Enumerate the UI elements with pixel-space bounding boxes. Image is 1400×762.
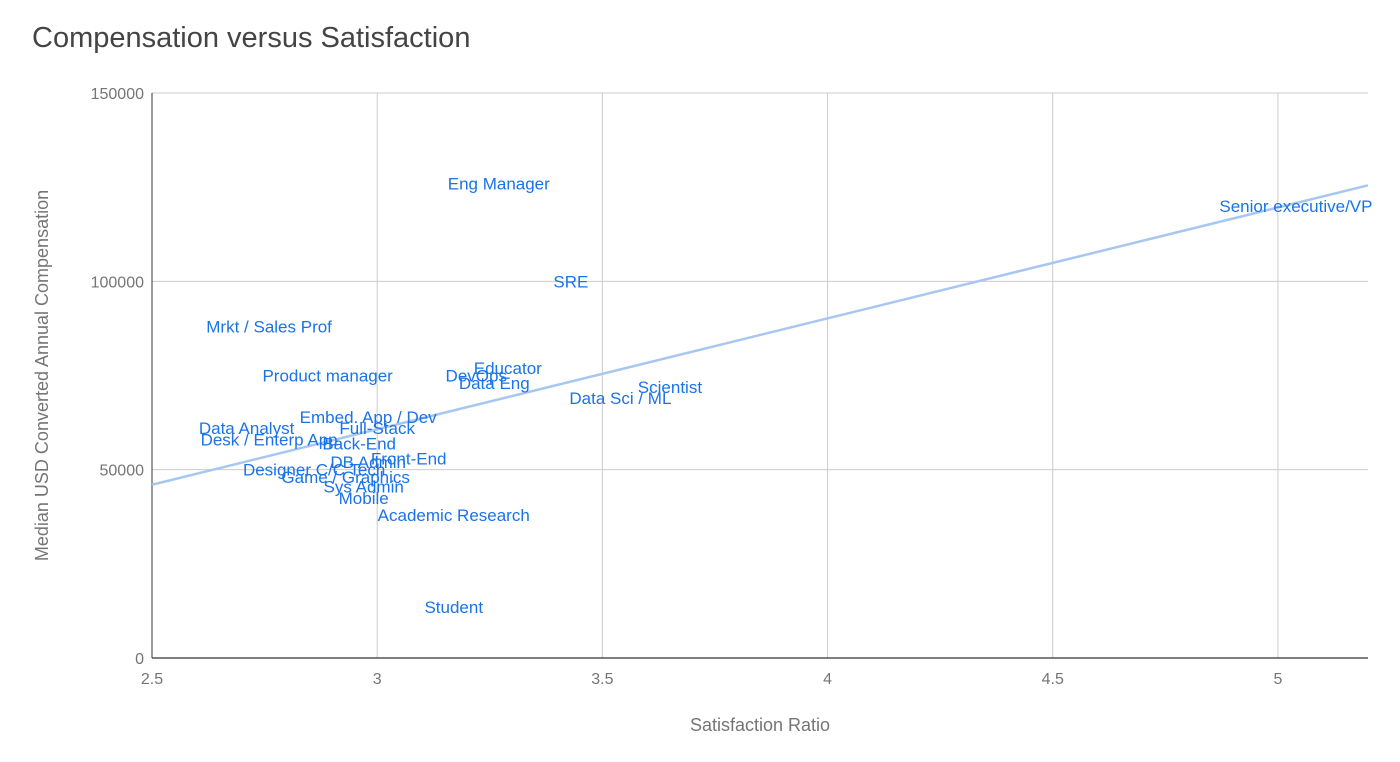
data-point-label: Data Analyst bbox=[199, 419, 295, 438]
grid-lines bbox=[152, 92, 1368, 658]
chart-title: Compensation versus Satisfaction bbox=[32, 22, 471, 54]
data-point-label: Designer C/C Tech bbox=[243, 461, 385, 480]
x-tick-label: 3 bbox=[373, 671, 382, 688]
x-tick-label: 4.5 bbox=[1042, 671, 1064, 688]
y-tick-label: 0 bbox=[135, 651, 144, 668]
data-point-label: Data Sci / ML bbox=[569, 389, 671, 408]
data-point-label: Scientist bbox=[638, 378, 703, 397]
data-point-label: Back-End bbox=[322, 434, 396, 453]
x-tick-label: 3.5 bbox=[591, 671, 613, 688]
axes: 2.5 3 3.5 4 4.5 5 0 50000 100000 150000 bbox=[91, 86, 1368, 688]
y-axis-title: Median USD Converted Annual Compensation bbox=[32, 190, 52, 561]
data-point-label: Academic Research bbox=[378, 506, 530, 525]
data-point-label: SRE bbox=[553, 272, 588, 291]
data-point-label: Senior executive/VP bbox=[1219, 197, 1372, 216]
x-tick-label: 4 bbox=[823, 671, 832, 688]
data-point-label: Embed. App / Dev bbox=[300, 408, 438, 427]
y-tick-label: 100000 bbox=[91, 274, 144, 291]
data-point-label: Student bbox=[424, 598, 483, 617]
data-point-label: Educator bbox=[474, 359, 542, 378]
y-tick-label: 150000 bbox=[91, 86, 144, 103]
data-point-label: Data Eng bbox=[459, 374, 530, 393]
trendline bbox=[151, 184, 1369, 486]
data-point-label: Desk / Enterp App bbox=[201, 431, 338, 450]
y-tick-label: 50000 bbox=[100, 463, 145, 480]
data-point-label: Mobile bbox=[339, 489, 389, 508]
x-axis-title: Satisfaction Ratio bbox=[690, 715, 830, 735]
x-tick-label: 2.5 bbox=[141, 671, 163, 688]
data-point-label: Eng Manager bbox=[448, 174, 550, 193]
trendline-layer bbox=[151, 184, 1369, 486]
data-point-label: Sys Admin bbox=[324, 478, 404, 497]
data-point-label: Mrkt / Sales Prof bbox=[206, 318, 332, 337]
data-point-label: Front-End bbox=[371, 449, 447, 468]
x-tick-label: 5 bbox=[1273, 671, 1282, 688]
data-point-label: DB Admin bbox=[330, 453, 406, 472]
data-point-label: Full-Stack bbox=[339, 419, 415, 438]
data-point-label: Game / Graphics bbox=[281, 468, 410, 487]
data-point-label: DevOps bbox=[446, 367, 507, 386]
point-labels: Senior executive/VP Eng Manager SRE Mrkt / … bbox=[199, 174, 1373, 617]
data-point-label: Product manager bbox=[262, 367, 393, 386]
